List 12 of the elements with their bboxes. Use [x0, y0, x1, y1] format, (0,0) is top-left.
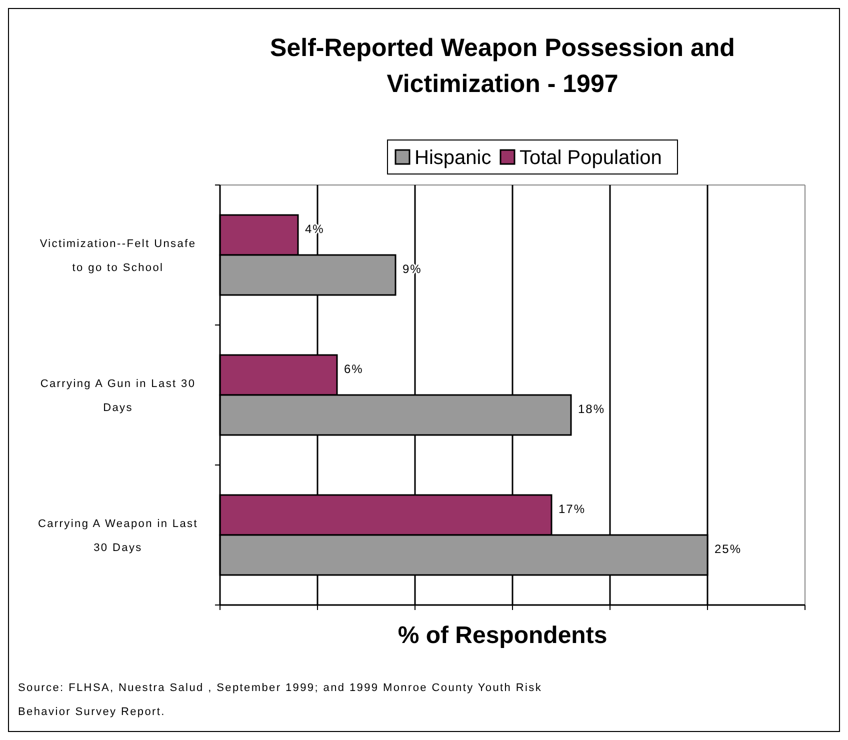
data-label: 25%	[714, 542, 742, 556]
source-note: Source: FLHSA, Nuestra Salud , September 1999; and 1999 Monroe County Youth Risk Behavior Survey Report.	[18, 682, 542, 718]
data-label: 6%	[344, 362, 364, 376]
y-tick-label: Carrying A Weapon in Last 30 Days	[38, 518, 198, 554]
chart-title: Self-Reported Weapon Possession and Victimization - 1997	[270, 34, 735, 98]
legend-label: Total Population	[520, 147, 662, 169]
y-tick-label: Carrying A Gun in Last 30 Days	[40, 378, 196, 414]
legend-label: Hispanic	[414, 147, 492, 169]
data-label: 17%	[558, 502, 586, 516]
y-tick-label: Victimization--Felt Unsafe to go to School	[40, 238, 196, 274]
data-label: 18%	[578, 402, 606, 416]
x-axis-title: % of Respondents	[398, 622, 608, 649]
